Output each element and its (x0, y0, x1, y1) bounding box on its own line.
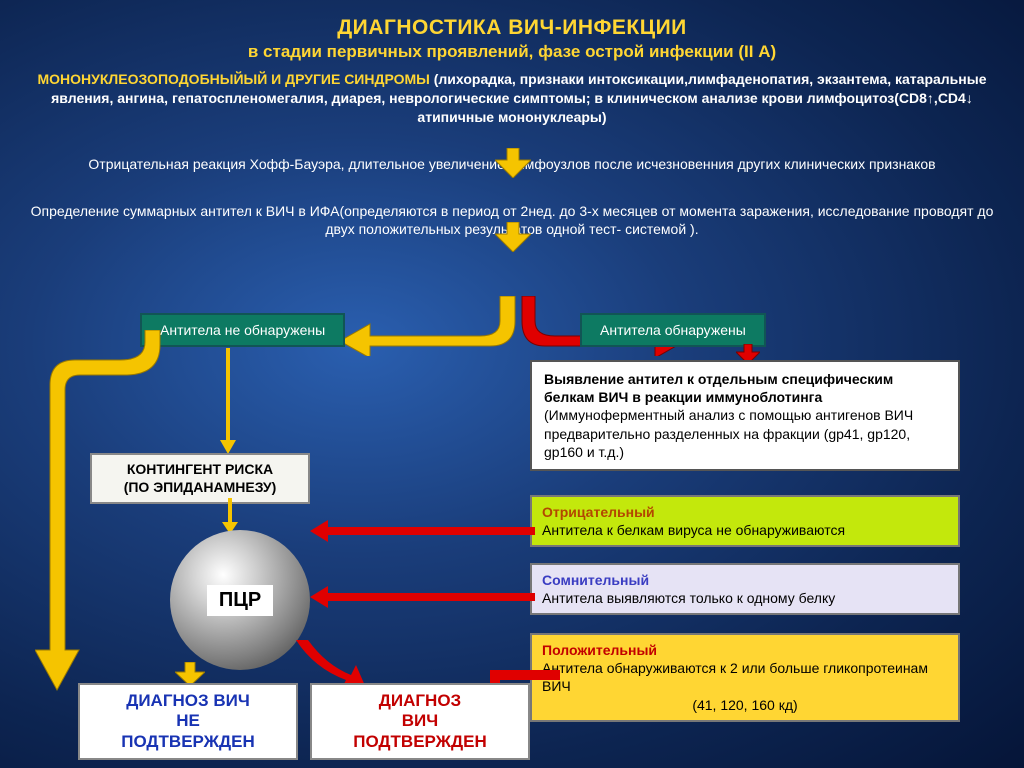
antibodies-found-box: Антитела обнаружены (580, 313, 766, 347)
no-line3: ПОДТВЕРЖДЕН (84, 732, 292, 752)
dub-body: Антитела выявляются только к одному белк… (542, 589, 948, 607)
diagnosis-confirmed-box: ДИАГНОЗ ВИЧ ПОДТВЕРЖДЕН (310, 683, 530, 760)
yes-line3: ПОДТВЕРЖДЕН (316, 732, 524, 752)
arrow-kont-to-pcr-icon (222, 498, 238, 534)
antibodies-not-found-box: Антитела не обнаружены (140, 313, 345, 347)
yes-line1: ДИАГНОЗ (316, 691, 524, 711)
immunoblot-box: Выявление антител к отдельным специфичес… (530, 360, 960, 471)
result-doubtful-box: Сомнительный Антитела выявляются только … (530, 563, 960, 615)
arrow-neg-to-pcr-icon (310, 520, 535, 542)
neg-body: Антитела к белкам вируса не обнаруживают… (542, 521, 948, 539)
no-line2: НЕ (84, 711, 292, 731)
arrow-down-2-icon (495, 222, 531, 252)
arrow-dub-to-pcr-icon (310, 586, 535, 608)
immunoblot-bold: Выявление антител к отдельным специфичес… (544, 370, 946, 406)
split-arrow-left-icon (340, 296, 520, 356)
result-positive-box: Положительный Антитела обнаруживаются к … (530, 633, 960, 722)
pcr-sphere: ПЦР (170, 530, 310, 670)
syndromes-block: МОНОНУКЛЕОЗОПОДОБНЫЙЫЙ И ДРУГИЕ СИНДРОМЫ… (30, 70, 994, 127)
risk-contingent-box: КОНТИНГЕНТ РИСКА (ПО ЭПИДАНАМНЕЗУ) (90, 453, 310, 504)
dub-title: Сомнительный (542, 571, 948, 589)
arrow-notfound-down-icon (220, 348, 236, 454)
subtitle: в стадии первичных проявлений, фазе остр… (0, 42, 1024, 62)
pos-body: Антитела обнаруживаются к 2 или больше г… (542, 659, 948, 695)
pcr-label: ПЦР (207, 585, 273, 616)
neg-title: Отрицательный (542, 503, 948, 521)
main-title: ДИАГНОСТИКА ВИЧ-ИНФЕКЦИИ (0, 0, 1024, 40)
pos-title: Положительный (542, 641, 948, 659)
result-negative-box: Отрицательный Антитела к белкам вируса н… (530, 495, 960, 547)
diagnosis-not-confirmed-box: ДИАГНОЗ ВИЧ НЕ ПОДТВЕРЖДЕН (78, 683, 298, 760)
immunoblot-rest: (Иммуноферментный анализ с помощью антиг… (544, 406, 946, 461)
yes-line2: ВИЧ (316, 711, 524, 731)
no-line1: ДИАГНОЗ ВИЧ (84, 691, 292, 711)
syndromes-head: МОНОНУКЛЕОЗОПОДОБНЫЙЫЙ И ДРУГИЕ СИНДРОМЫ (38, 71, 430, 87)
risk-line2: (ПО ЭПИДАНАМНЕЗУ) (96, 479, 304, 497)
pos-codes: (41, 120, 160 кд) (542, 696, 948, 714)
arrow-notfound-curve-icon (35, 330, 165, 700)
risk-line1: КОНТИНГЕНТ РИСКА (96, 461, 304, 479)
arrow-down-1-icon (495, 148, 531, 178)
